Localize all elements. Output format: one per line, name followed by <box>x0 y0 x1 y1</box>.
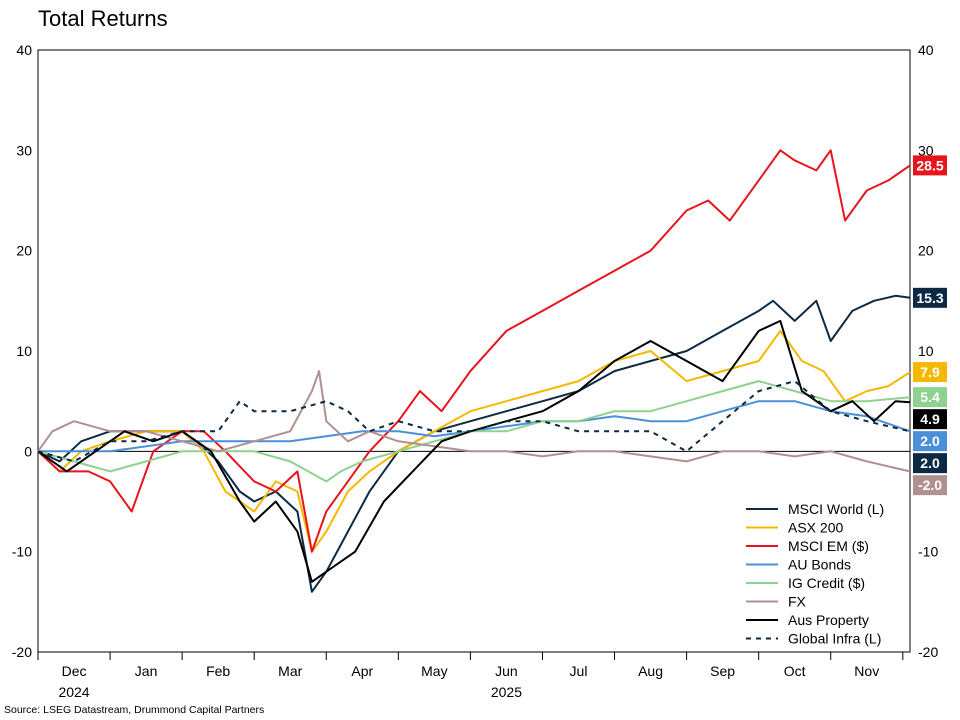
y-tick-left: 10 <box>16 343 32 359</box>
x-tick-label: Dec <box>62 663 87 679</box>
x-tick-label: Oct <box>784 663 806 679</box>
y-tick-right: -10 <box>918 544 938 560</box>
legend-label: MSCI EM ($) <box>788 538 869 554</box>
end-label-text: 4.9 <box>920 411 940 427</box>
end-label-box <box>913 409 947 430</box>
end-label-text: -2.0 <box>918 477 942 493</box>
x-tick-label: Nov <box>854 663 879 679</box>
x-tick-label: Jun <box>495 663 518 679</box>
legend-label: ASX 200 <box>788 520 843 536</box>
y-tick-left: -20 <box>12 644 32 660</box>
y-tick-left: 20 <box>16 243 32 259</box>
x-tick-label: Aug <box>638 663 663 679</box>
x-tick-label: Jan <box>135 663 158 679</box>
series-line <box>37 319 911 583</box>
series-line <box>37 149 911 553</box>
y-tick-right: 30 <box>918 142 934 158</box>
x-tick-label: Apr <box>351 663 373 679</box>
series-line <box>37 329 911 553</box>
end-label: 15.3 <box>913 287 947 308</box>
end-label-box <box>913 431 947 452</box>
end-label-text: 28.5 <box>916 157 943 173</box>
plot-frame <box>37 49 911 653</box>
chart-title: Total Returns <box>38 6 168 31</box>
source-note: Source: LSEG Datastream, Drummond Capita… <box>4 704 265 716</box>
x-tick-label: May <box>421 663 447 679</box>
x-tick-label: Mar <box>278 663 302 679</box>
end-label: 28.5 <box>913 155 947 176</box>
end-label: 4.9 <box>913 409 947 430</box>
end-label-box <box>913 475 947 496</box>
legend-label: AU Bonds <box>788 557 851 573</box>
end-label-box <box>913 155 947 176</box>
y-tick-left: 30 <box>16 142 32 158</box>
y-tick-left: 40 <box>16 42 32 58</box>
end-label-text: 2.0 <box>920 455 940 471</box>
end-label-box <box>913 362 947 383</box>
legend-label: IG Credit ($) <box>788 575 865 591</box>
end-label-box <box>913 453 947 474</box>
end-label: -2.0 <box>913 475 947 496</box>
y-tick-left: 0 <box>24 443 32 459</box>
end-label-box <box>913 387 947 408</box>
end-label-text: 15.3 <box>916 290 943 306</box>
y-tick-right: 20 <box>918 243 934 259</box>
x-year-label: 2024 <box>58 684 89 700</box>
end-label: 5.4 <box>913 387 947 408</box>
series-line <box>37 370 911 473</box>
x-tick-label: Jul <box>570 663 588 679</box>
end-label: 2.0 <box>913 453 947 474</box>
end-label-text: 7.9 <box>920 364 940 380</box>
legend-label: Global Infra (L) <box>788 631 881 647</box>
end-label-box <box>913 287 947 308</box>
y-tick-right: 10 <box>918 343 934 359</box>
y-tick-right: 40 <box>918 42 934 58</box>
x-year-label: 2025 <box>491 684 522 700</box>
end-label-text: 5.4 <box>920 389 940 405</box>
y-tick-left: -10 <box>12 544 32 560</box>
x-tick-label: Sep <box>710 663 735 679</box>
legend-label: FX <box>788 594 807 610</box>
end-label: 2.0 <box>913 431 947 452</box>
series-line <box>38 400 911 453</box>
series-line <box>37 380 911 483</box>
end-label: 7.9 <box>913 362 947 383</box>
legend-label: Aus Property <box>788 612 869 628</box>
x-tick-label: Feb <box>206 663 230 679</box>
end-label-text: 2.0 <box>920 433 940 449</box>
series-line <box>37 380 911 463</box>
legend-label: MSCI World (L) <box>788 501 884 517</box>
y-tick-right: -20 <box>918 644 938 660</box>
